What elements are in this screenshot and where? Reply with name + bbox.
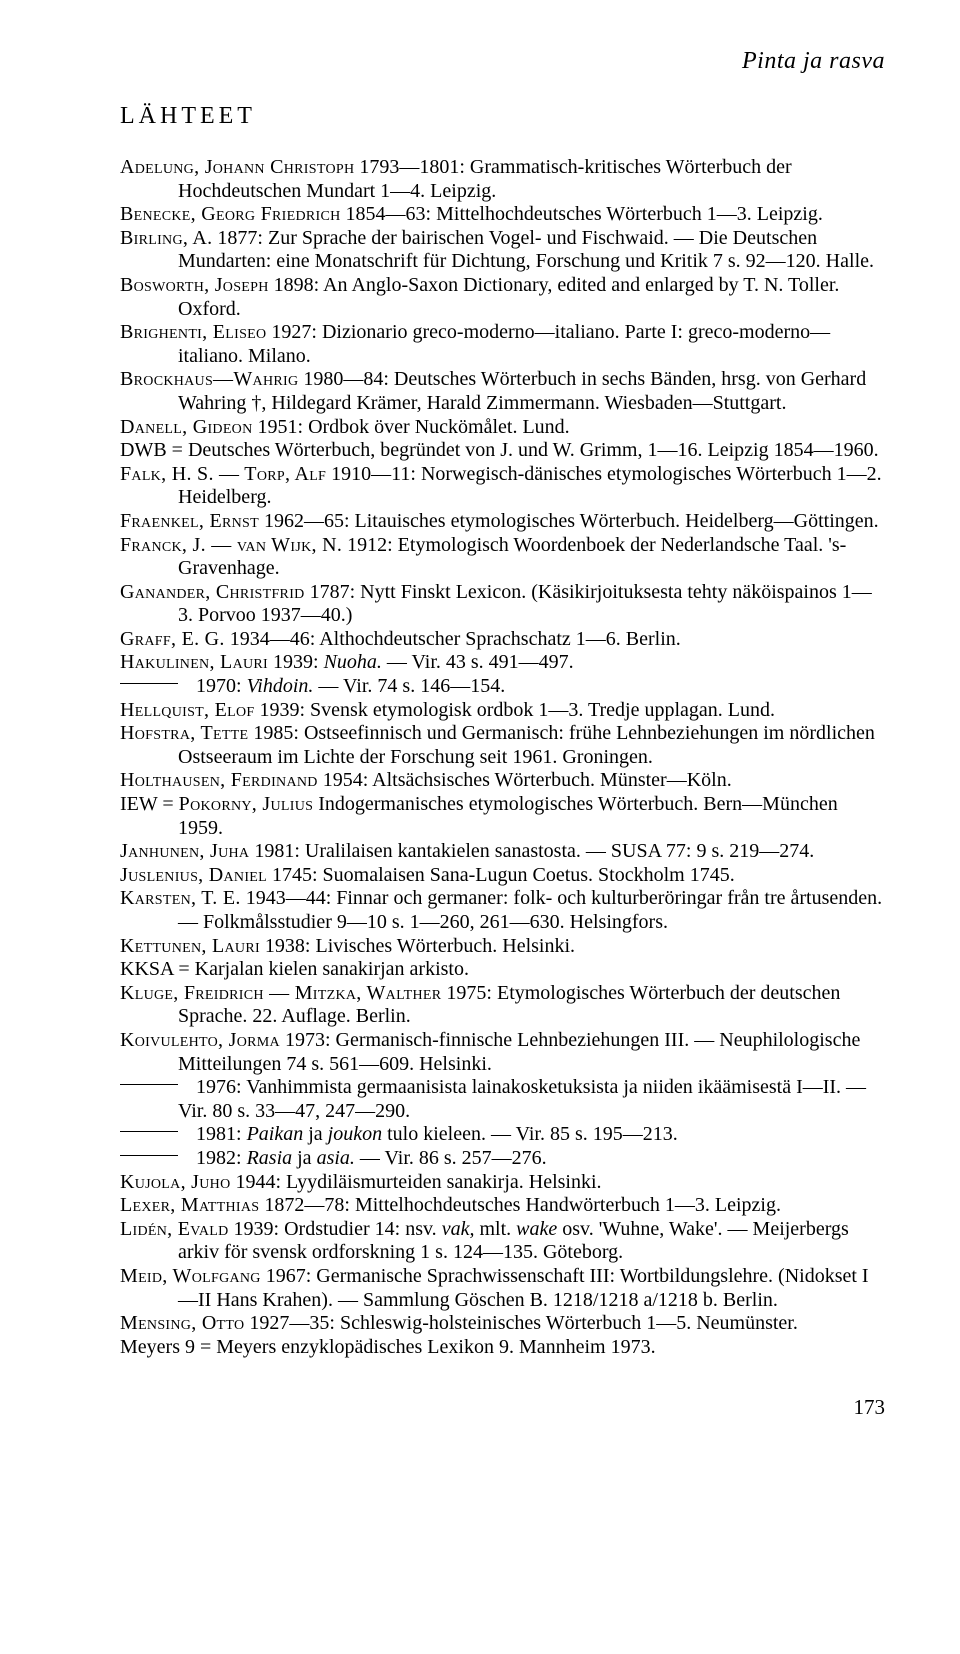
- bibliography-entry: Holthausen, Ferdinand 1954: Altsächsisch…: [120, 769, 885, 793]
- bibliography-entry: 1982: Rasia ja asia. — Vir. 86 s. 257—27…: [120, 1147, 885, 1171]
- bibliography-entry: Juslenius, Daniel 1745: Suomalaisen Sana…: [120, 864, 885, 888]
- bibliography-entry: Hellquist, Elof 1939: Svensk etymologisk…: [120, 699, 885, 723]
- page-number: 173: [120, 1395, 885, 1420]
- bibliography-entry: 1976: Vanhimmista germaanisista lainakos…: [120, 1076, 885, 1123]
- bibliography-entry: IEW = Pokorny, Julius Indogermanisches e…: [120, 793, 885, 840]
- bibliography-entry: Hakulinen, Lauri 1939: Nuoha. — Vir. 43 …: [120, 651, 885, 675]
- bibliography-entry: Brighenti, Eliseo 1927: Dizionario greco…: [120, 321, 885, 368]
- bibliography-entry: Meyers 9 = Meyers enzyklopädisches Lexik…: [120, 1336, 885, 1360]
- bibliography-entry: Benecke, Georg Friedrich 1854—63: Mittel…: [120, 203, 885, 227]
- bibliography-entry: DWB = Deutsches Wörterbuch, begründet vo…: [120, 439, 885, 463]
- bibliography-entry: Hofstra, Tette 1985: Ostseefinnisch und …: [120, 722, 885, 769]
- bibliography-entry: KKSA = Karjalan kielen sanakirjan arkist…: [120, 958, 885, 982]
- page-container: Pinta ja rasva LÄHTEET Adelung, Johann C…: [0, 0, 960, 1480]
- bibliography-entry: Ganander, Christfrid 1787: Nytt Finskt L…: [120, 581, 885, 628]
- bibliography-entry: Brockhaus—Wahrig 1980—84: Deutsches Wört…: [120, 368, 885, 415]
- bibliography-entry: Lidén, Evald 1939: Ordstudier 14: nsv. v…: [120, 1218, 885, 1265]
- bibliography-entry: Adelung, Johann Christoph 1793—1801: Gra…: [120, 156, 885, 203]
- bibliography-entry: Franck, J. — van Wijk, N. 1912: Etymolog…: [120, 534, 885, 581]
- bibliography-entry: Kluge, Freidrich — Mitzka, Walther 1975:…: [120, 982, 885, 1029]
- bibliography-entry: Fraenkel, Ernst 1962—65: Litauisches ety…: [120, 510, 885, 534]
- bibliography-entry: Graff, E. G. 1934—46: Althochdeutscher S…: [120, 628, 885, 652]
- bibliography-entry: Janhunen, Juha 1981: Uralilaisen kantaki…: [120, 840, 885, 864]
- bibliography-entry: 1970: Vihdoin. — Vir. 74 s. 146—154.: [120, 675, 885, 699]
- repeat-author-dash: [120, 1084, 178, 1085]
- bibliography-entry: Bosworth, Joseph 1898: An Anglo-Saxon Di…: [120, 274, 885, 321]
- repeat-author-dash: [120, 1131, 178, 1132]
- bibliography-entry: Kettunen, Lauri 1938: Livisches Wörterbu…: [120, 935, 885, 959]
- bibliography-entry: Meid, Wolfgang 1967: Germanische Sprachw…: [120, 1265, 885, 1312]
- bibliography-entry: 1981: Paikan ja joukon tulo kieleen. — V…: [120, 1123, 885, 1147]
- bibliography-entry: Falk, H. S. — Torp, Alf 1910—11: Norwegi…: [120, 463, 885, 510]
- bibliography-entry: Mensing, Otto 1927—35: Schleswig-holstei…: [120, 1312, 885, 1336]
- bibliography-entry: Lexer, Matthias 1872—78: Mittelhochdeuts…: [120, 1194, 885, 1218]
- bibliography-entry: Birling, A. 1877: Zur Sprache der bairis…: [120, 227, 885, 274]
- bibliography-list: Adelung, Johann Christoph 1793—1801: Gra…: [120, 156, 885, 1359]
- repeat-author-dash: [120, 683, 178, 684]
- bibliography-entry: Koivulehto, Jorma 1973: Germanisch-finni…: [120, 1029, 885, 1076]
- bibliography-entry: Karsten, T. E. 1943—44: Finnar och germa…: [120, 887, 885, 934]
- bibliography-entry: Danell, Gideon 1951: Ordbok över Nuckömå…: [120, 416, 885, 440]
- repeat-author-dash: [120, 1155, 178, 1156]
- bibliography-entry: Kujola, Juho 1944: Lyydiläismurteiden sa…: [120, 1171, 885, 1195]
- running-head: Pinta ja rasva: [120, 48, 885, 75]
- section-heading: LÄHTEET: [120, 103, 885, 130]
